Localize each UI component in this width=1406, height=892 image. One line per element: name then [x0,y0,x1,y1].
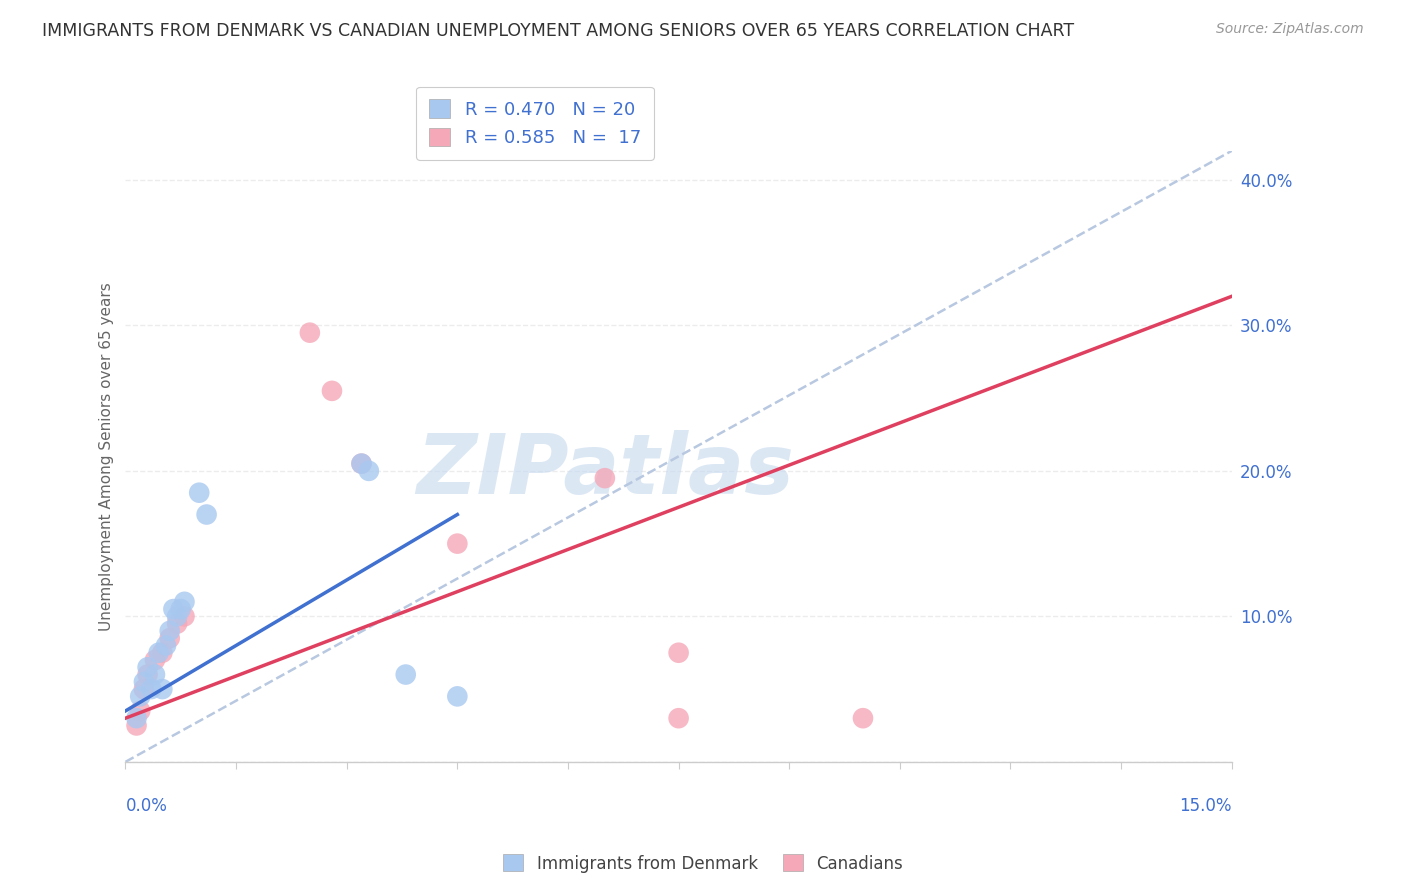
Point [668,711,690,725]
Point [159,624,181,638]
Point [162,602,184,616]
Point [395,667,418,681]
Point [446,536,468,550]
Point [195,508,218,522]
Text: ZIPatlas: ZIPatlas [416,430,794,511]
Point [350,457,373,471]
Point [173,609,195,624]
Point [125,711,148,725]
Point [148,646,170,660]
Point [852,711,875,725]
Text: 15.0%: 15.0% [1180,797,1232,814]
Point [446,690,468,704]
Point [321,384,343,398]
Text: Source: ZipAtlas.com: Source: ZipAtlas.com [1216,22,1364,37]
Point [188,485,211,500]
Point [129,690,152,704]
Point [136,667,159,681]
Point [357,464,380,478]
Point [141,682,163,697]
Point [159,631,181,645]
Point [129,704,152,718]
Point [136,660,159,674]
Point [150,646,173,660]
Point [132,682,155,697]
Point [173,595,195,609]
Point [668,646,690,660]
Point [155,639,177,653]
Point [150,682,173,697]
Point [166,609,188,624]
Point [593,471,616,485]
Legend: R = 0.470   N = 20, R = 0.585   N =  17: R = 0.470 N = 20, R = 0.585 N = 17 [416,87,654,160]
Y-axis label: Unemployment Among Seniors over 65 years: Unemployment Among Seniors over 65 years [100,282,114,631]
Point [125,718,148,732]
Point [350,457,373,471]
Point [143,667,166,681]
Point [170,602,193,616]
Point [166,616,188,631]
Point [132,674,155,689]
Text: 0.0%: 0.0% [125,797,167,814]
Text: IMMIGRANTS FROM DENMARK VS CANADIAN UNEMPLOYMENT AMONG SENIORS OVER 65 YEARS COR: IMMIGRANTS FROM DENMARK VS CANADIAN UNEM… [42,22,1074,40]
Point [143,653,166,667]
Legend: Immigrants from Denmark, Canadians: Immigrants from Denmark, Canadians [496,847,910,880]
Point [298,326,321,340]
